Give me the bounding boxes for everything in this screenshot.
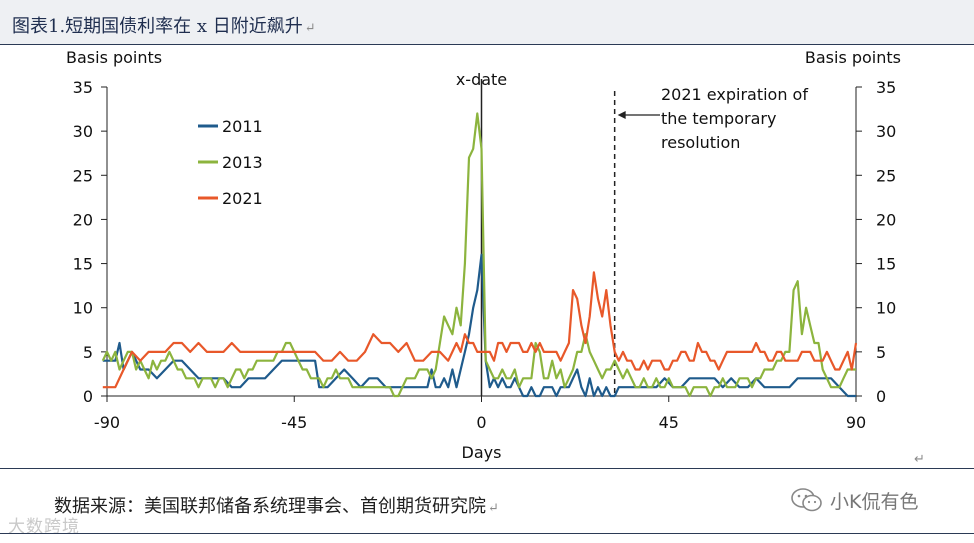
watermark-right-text: 小K侃有色 [830,490,919,513]
source-note: 数据来源：美国联邦储备系统理事会、首创期货研究院 ↵ [54,496,499,517]
expiration-annotation-line: resolution [661,133,740,152]
y-tick-label-left: 15 [73,255,93,274]
expiration-annotation-line: the temporary [661,109,776,128]
legend-label-2011: 2011 [222,117,263,136]
y-tick-label-right: 35 [876,78,896,97]
y-tick-label-left: 10 [73,299,93,318]
legend-label-2013: 2013 [222,153,263,172]
y-tick-label-right: 30 [876,122,896,141]
legend-label-2021: 2021 [222,189,263,208]
wechat-icon [791,488,822,512]
y-axis-title-right: Basis points [805,48,901,67]
y-tick-label-right: 15 [876,255,896,274]
x-tick-label: 0 [476,413,486,432]
footer-divider [0,468,974,469]
watermark-right: 小K侃有色 [790,484,918,516]
footer-bottom-divider [0,533,974,534]
chart-header: 图表1.短期国债利率在 x 日附近飙升 ↵ [0,0,974,45]
y-tick-label-left: 30 [73,122,93,141]
expiration-annotation-line: 2021 expiration of [661,85,808,104]
x-tick-label: -90 [94,413,120,432]
y-tick-label-right: 25 [876,166,896,185]
y-axis-title-left: Basis points [66,48,162,67]
line-chart: 0 0 5 5 10 10 15 15 20 20 25 25 30 30 35 35 -90 -45 0 45 90 B… [66,48,901,462]
x-tick-label: 90 [846,413,866,432]
y-tick-label-left: 5 [83,343,93,362]
x-tick-label: -45 [281,413,307,432]
return-mark: ↵ [488,501,499,516]
x-axis-title: Days [462,443,502,462]
paragraph-mark: ↵ [914,452,925,467]
annotation-arrowhead [617,111,626,119]
series-line-2021 [102,271,858,389]
y-tick-label-right: 10 [876,299,896,318]
y-tick-label-left: 0 [83,387,93,406]
y-tick-label-right: 0 [876,387,886,406]
series-line-2013 [101,112,856,398]
y-tick-label-left: 35 [73,78,93,97]
watermark-left: 大数跨境 [8,517,80,537]
x-date-label: x-date [456,70,507,89]
return-mark: ↵ [304,21,316,36]
y-tick-label-right: 5 [876,343,886,362]
y-tick-label-right: 20 [876,210,896,229]
series-line-2011 [102,253,856,398]
y-tick-label-left: 20 [73,210,93,229]
y-tick-label-left: 25 [73,166,93,185]
chart-title: 图表1.短期国债利率在 x 日附近飙升 ↵ [12,16,316,37]
x-tick-label: 45 [659,413,679,432]
